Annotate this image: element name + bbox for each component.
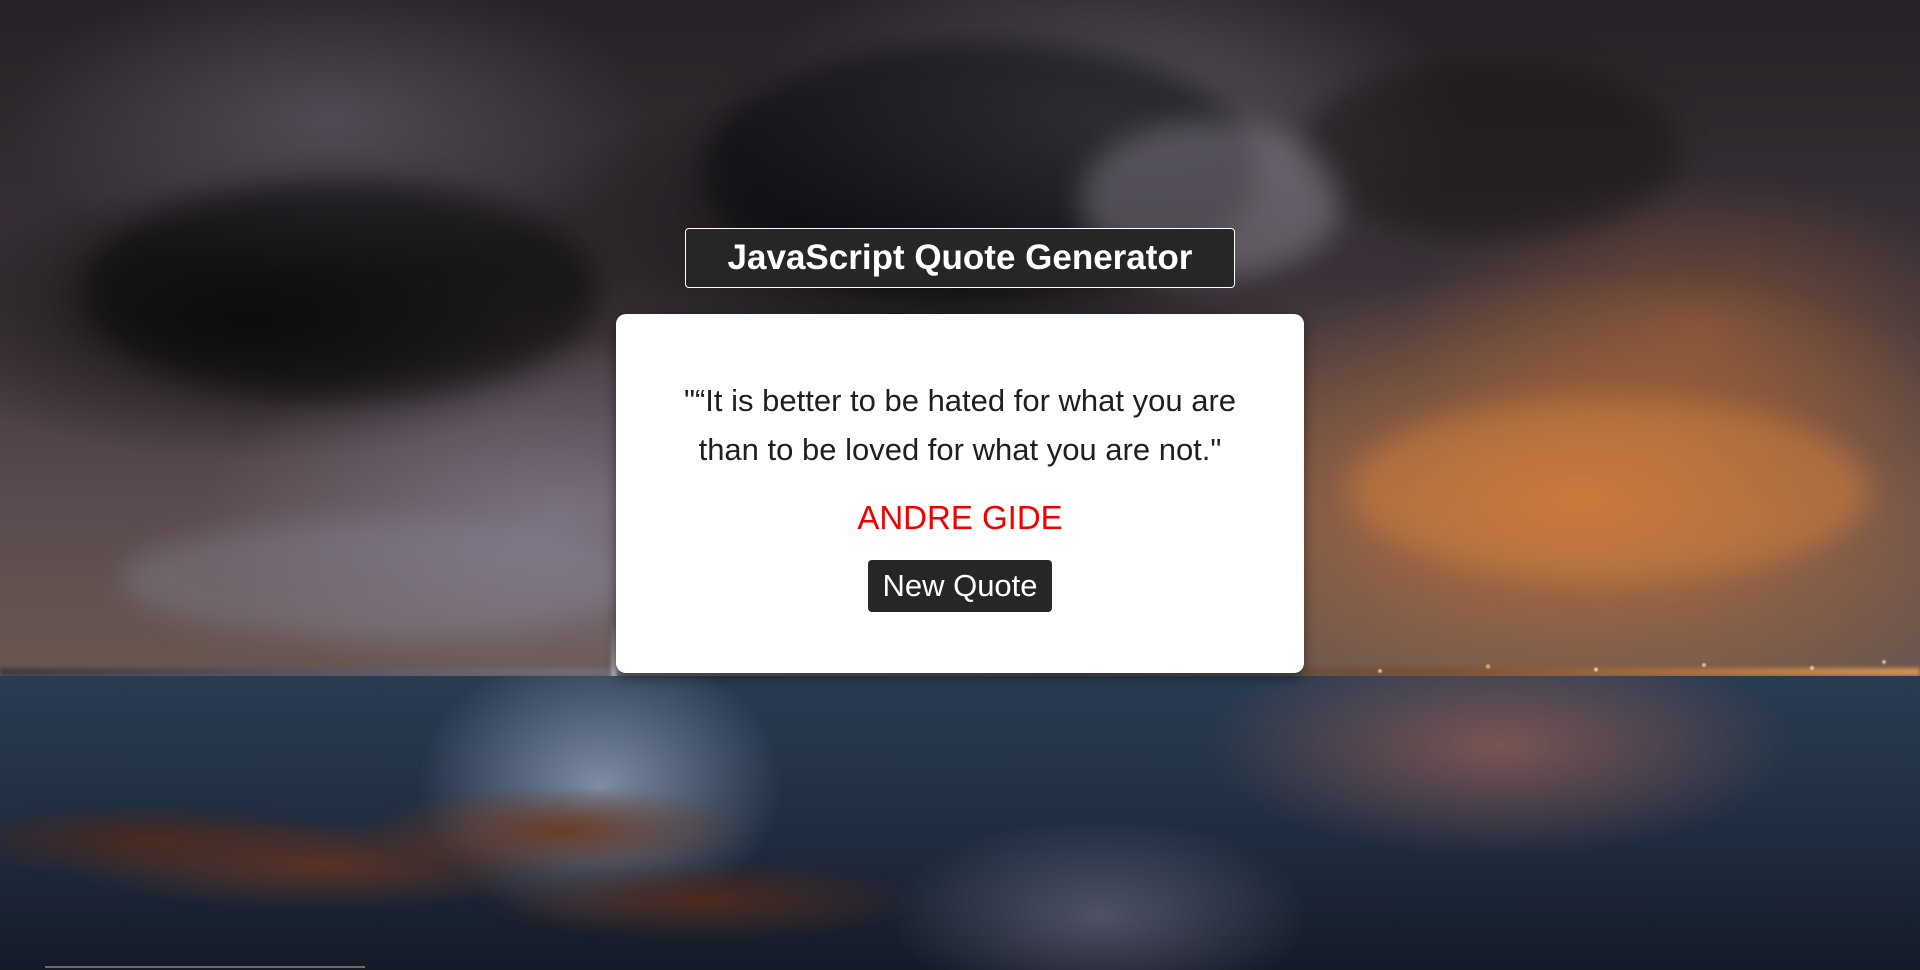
new-quote-button[interactable]: New Quote	[868, 560, 1052, 612]
quote-container: "“It is better to be hated for what you …	[616, 314, 1304, 673]
horizontal-scrollbar[interactable]	[45, 966, 365, 968]
city-lights	[1200, 650, 1920, 680]
lightning-bolt	[612, 620, 616, 680]
light-cloud	[120, 520, 640, 640]
page-title: JavaScript Quote Generator	[685, 228, 1235, 288]
rocks	[0, 790, 960, 970]
orange-cloud	[1350, 400, 1870, 580]
quote-text: "“It is better to be hated for what you …	[683, 383, 1237, 467]
dark-cloud	[1300, 60, 1680, 240]
dark-cloud	[80, 180, 600, 400]
quote-author: ANDRE GIDE	[857, 499, 1063, 536]
